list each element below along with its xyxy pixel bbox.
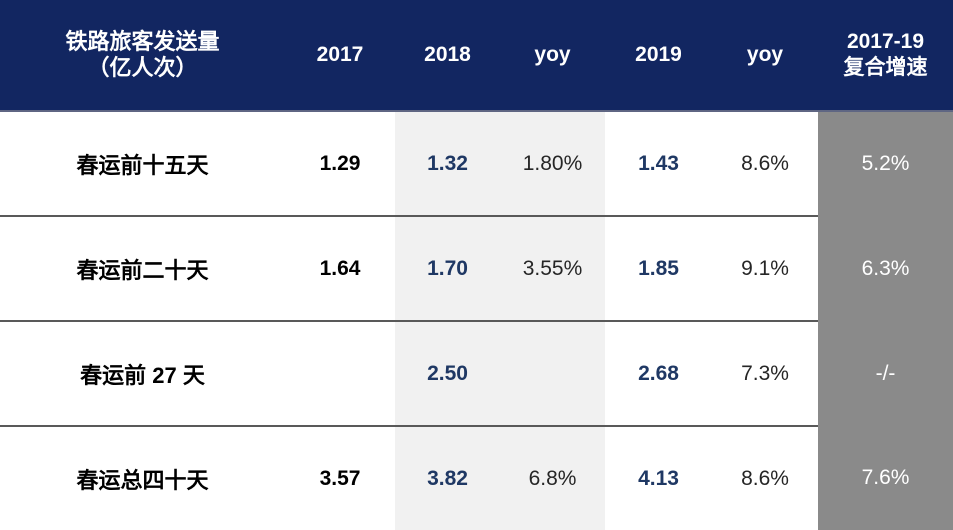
cell-yoy-2018 xyxy=(500,320,605,426)
header-2019: 2019 xyxy=(605,0,712,112)
cell-2018: 3.82 xyxy=(395,425,500,530)
cell-2019: 1.85 xyxy=(605,215,712,321)
table-row: 春运前十五天 1.29 1.32 1.80% 1.43 8.6% 5.2% xyxy=(0,111,953,216)
row-label: 春运前二十天 xyxy=(0,215,285,321)
cell-2019: 1.43 xyxy=(605,111,712,216)
cell-yoy-2018: 6.8% xyxy=(500,425,605,530)
header-yoy-2019: yoy xyxy=(712,0,818,112)
table-row: 春运总四十天 3.57 3.82 6.8% 4.13 8.6% 7.6% xyxy=(0,425,953,530)
cell-cagr: 6.3% xyxy=(818,216,953,321)
cell-yoy-2019: 8.6% xyxy=(712,425,818,530)
header-title-line1: 铁路旅客发送量 xyxy=(65,29,220,54)
cell-cagr: 5.2% xyxy=(818,111,953,216)
header-2017: 2017 xyxy=(285,0,395,112)
cell-cagr: 7.6% xyxy=(818,426,953,530)
table-body: 春运前十五天 1.29 1.32 1.80% 1.43 8.6% 5.2% 春运… xyxy=(0,111,953,530)
row-label: 春运前十五天 xyxy=(0,111,285,216)
cell-cagr: -/- xyxy=(818,321,953,426)
cell-yoy-2019: 9.1% xyxy=(712,215,818,321)
header-title-line2: （亿人次） xyxy=(87,55,198,80)
cell-yoy-2018: 1.80% xyxy=(500,111,605,216)
table-row: 春运前 27 天 2.50 2.68 7.3% -/- xyxy=(0,320,953,426)
cell-2018: 2.50 xyxy=(395,320,500,426)
cell-2017: 3.57 xyxy=(285,425,395,530)
row-label: 春运总四十天 xyxy=(0,425,285,530)
cell-yoy-2018: 3.55% xyxy=(500,215,605,321)
header-cagr-line2: 复合增速 xyxy=(843,56,928,79)
cell-2017: 1.29 xyxy=(285,111,395,216)
table-header: 铁路旅客发送量 （亿人次） 2017 2018 yoy 2019 yoy 201… xyxy=(0,0,953,112)
cell-2018: 1.70 xyxy=(395,215,500,321)
header-title-cell: 铁路旅客发送量 （亿人次） xyxy=(0,0,285,112)
header-cagr-line1: 2017-19 xyxy=(846,30,925,53)
cell-2018: 1.32 xyxy=(395,111,500,216)
cell-2017 xyxy=(285,320,395,426)
table-row: 春运前二十天 1.64 1.70 3.55% 1.85 9.1% 6.3% xyxy=(0,215,953,321)
header-2018: 2018 xyxy=(395,0,500,112)
cell-yoy-2019: 8.6% xyxy=(712,111,818,216)
cell-yoy-2019: 7.3% xyxy=(712,320,818,426)
header-cagr-cell: 2017-19 复合增速 xyxy=(818,0,953,112)
row-label: 春运前 27 天 xyxy=(0,320,285,426)
header-yoy-2018: yoy xyxy=(500,0,605,112)
cell-2019: 2.68 xyxy=(605,320,712,426)
cell-2017: 1.64 xyxy=(285,215,395,321)
cell-2019: 4.13 xyxy=(605,425,712,530)
